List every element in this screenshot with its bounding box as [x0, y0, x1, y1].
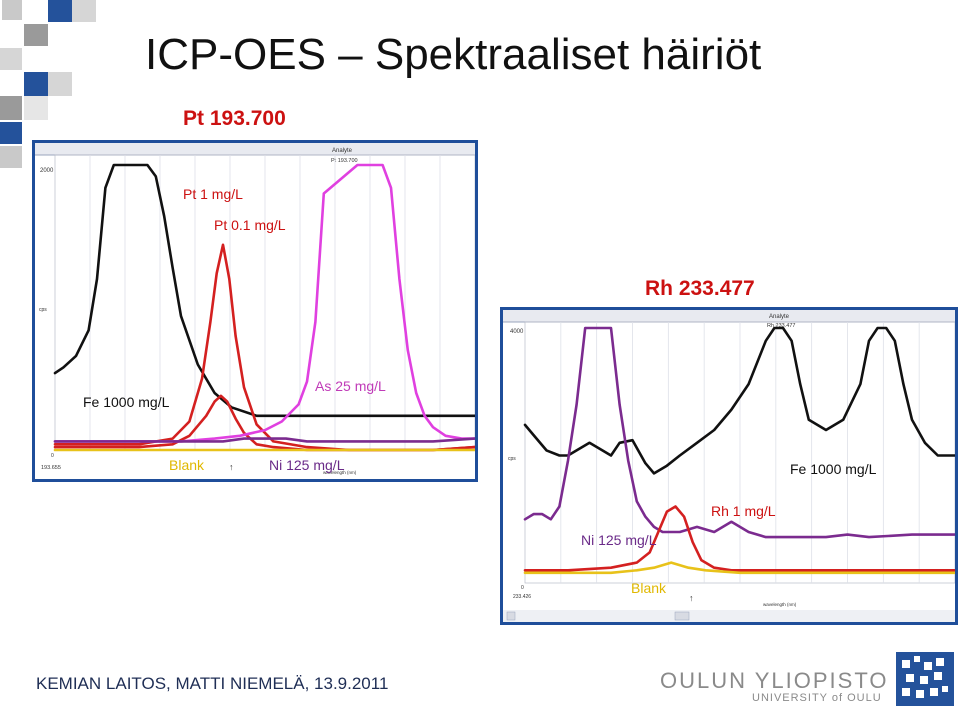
- chart-1-legend-sub: Pt 193.700: [331, 158, 358, 164]
- deco-square: [24, 96, 48, 120]
- university-logo-text: OULUN YLIOPISTO: [660, 668, 889, 693]
- deco-square: [0, 48, 22, 70]
- chart-2-panel: Analyte Rh 233.477 4000 cps 0 233.426 wa…: [500, 307, 958, 625]
- university-logo-subtext: UNIVERSITY of OULU: [752, 692, 882, 704]
- chart-2-annotation-ni: Ni 125 mg/L: [581, 532, 657, 548]
- chart-1-annotation-ni: Ni 125 mg/L: [269, 457, 345, 473]
- chart-1-x-start-tick: 193.655: [41, 465, 61, 471]
- deco-square: [0, 96, 22, 120]
- chart-2-plot: Analyte Rh 233.477 4000 cps 0 233.426 wa…: [503, 310, 955, 622]
- chart-1-series-line-3: [53, 163, 475, 443]
- chart-2-series-line-2: [523, 505, 955, 572]
- university-logo-mark: [896, 652, 954, 706]
- chart-2-annotation-rh: Rh 1 mg/L: [711, 503, 776, 519]
- chart-2-y-unit: cps: [508, 456, 516, 462]
- chart-1-legend-tag: Analyte: [332, 148, 353, 154]
- chart-1-y-unit: cps: [39, 307, 47, 313]
- deco-square: [48, 72, 72, 96]
- chart-1-annotation-as: As 25 mg/L: [315, 378, 386, 394]
- chart-1-annotation-pt01: Pt 0.1 mg/L: [214, 217, 286, 233]
- deco-square: [2, 0, 22, 20]
- chart-1-heading: Pt 193.700: [183, 107, 286, 130]
- scroll-left-button[interactable]: [506, 611, 516, 621]
- chart-2-y-top-tick: 4000: [510, 329, 524, 335]
- chart-2-cursor-marker: ↑: [689, 593, 694, 603]
- chart-1-plot: Analyte Pt 193.700 2000 cps 0 193.655 wa…: [35, 143, 475, 475]
- slide-title: ICP-OES – Spektraaliset häiriöt: [145, 30, 762, 79]
- deco-square: [72, 0, 96, 22]
- chart-2-y-zero-tick: 0: [521, 585, 524, 591]
- chart-2-annotation-fe: Fe 1000 mg/L: [790, 461, 877, 477]
- scrollbar-thumb[interactable]: [674, 611, 690, 621]
- deco-square: [24, 24, 48, 46]
- chart-1-annotation-blank: Blank: [169, 457, 205, 473]
- chart-2-heading: Rh 233.477: [645, 277, 755, 300]
- chart-1-cursor-marker: ↑: [229, 462, 234, 472]
- chart-2-legend-sub: Rh 233.477: [767, 323, 795, 329]
- chart-1-y-zero-tick: 0: [51, 453, 54, 459]
- chart-1-y-top-tick: 2000: [40, 168, 54, 174]
- chart-2-series-line-0: [523, 326, 955, 475]
- chart-2-x-start-tick: 233.426: [513, 594, 531, 600]
- deco-square: [48, 0, 72, 22]
- deco-square: [24, 72, 48, 96]
- deco-square: [0, 146, 22, 168]
- chart-1-annotation-pt1: Pt 1 mg/L: [183, 186, 243, 202]
- chart-2-x-label: wavelength (nm): [763, 602, 797, 607]
- footer-text: KEMIAN LAITOS, MATTI NIEMELÄ, 13.9.2011: [36, 674, 389, 693]
- chart-1-series-line-4: [53, 437, 475, 443]
- chart-1-panel: Analyte Pt 193.700 2000 cps 0 193.655 wa…: [32, 140, 478, 482]
- chart-1-x-label: wavelength (nm): [323, 470, 357, 475]
- logo-pattern-icon: [902, 656, 948, 698]
- chart-2-legend-tag: Analyte: [769, 314, 790, 320]
- deco-square: [0, 122, 22, 144]
- chart-2-annotation-blank: Blank: [631, 580, 667, 596]
- chart-1-annotation-fe: Fe 1000 mg/L: [83, 394, 170, 410]
- chart-2-series-line-3: [523, 561, 955, 575]
- chart-2-series-line-1: [523, 326, 955, 539]
- chart-1-series-line-0: [53, 163, 475, 418]
